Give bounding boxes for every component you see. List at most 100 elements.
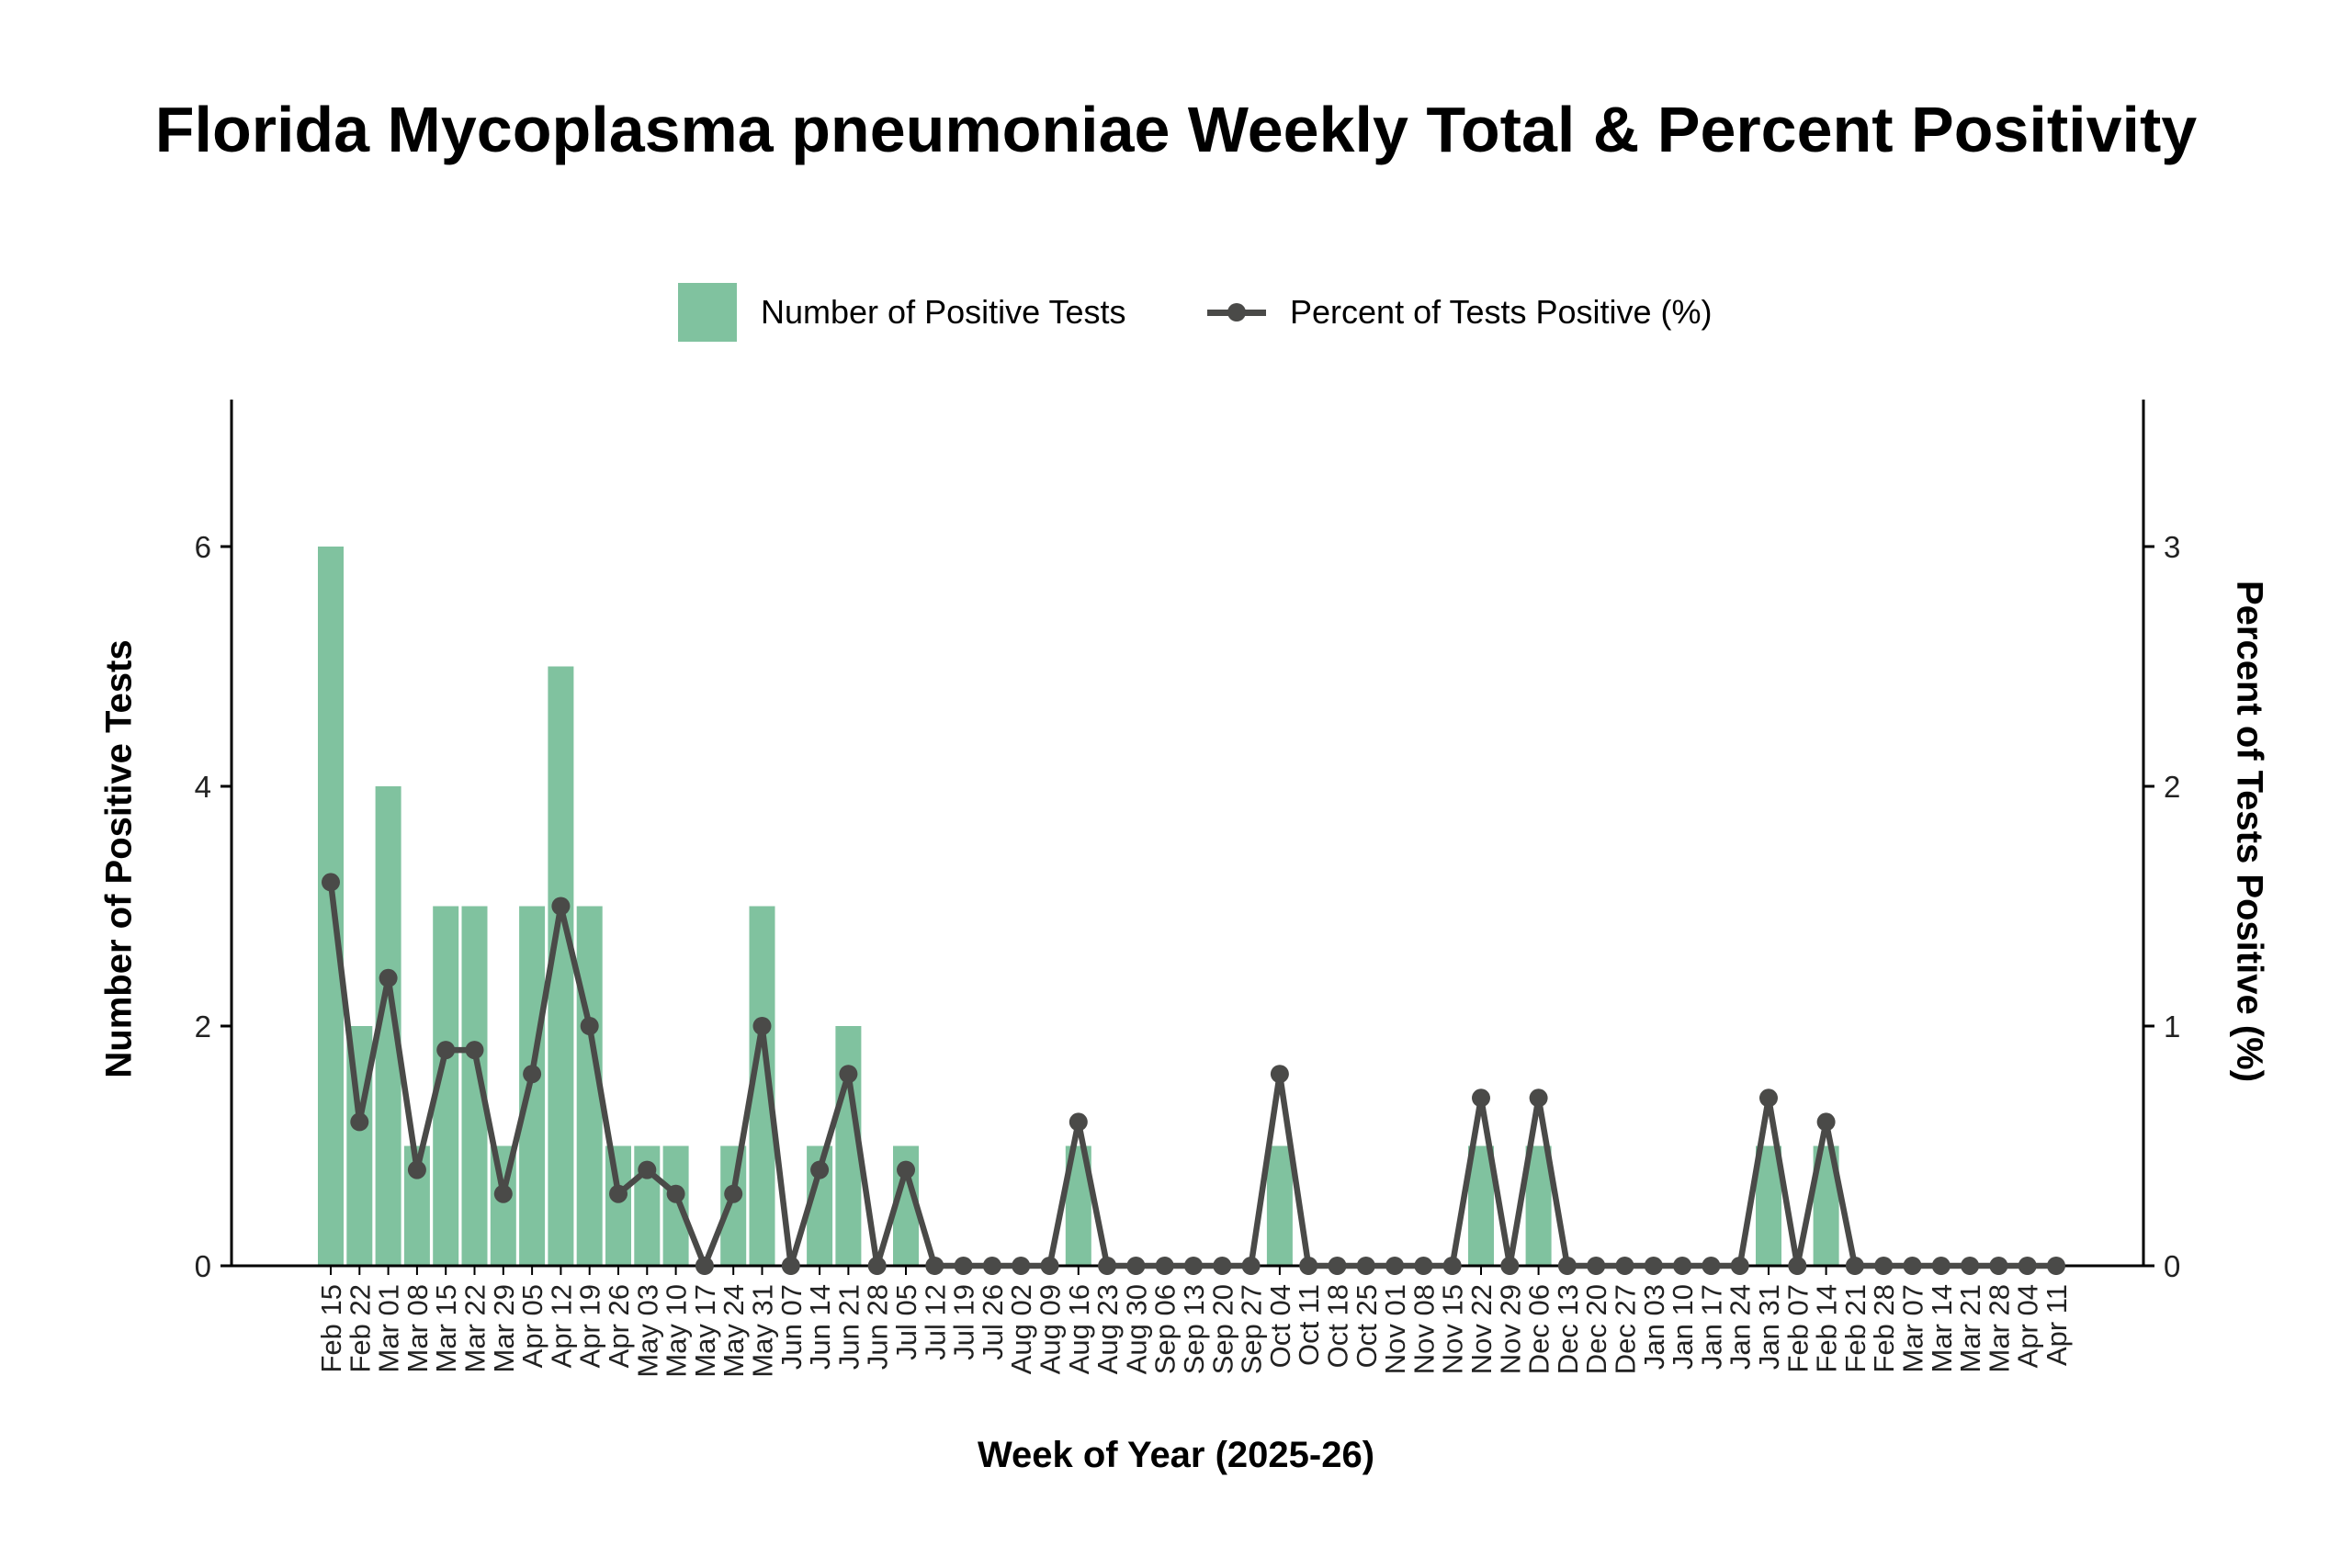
x-tick-label: May 10 (661, 1284, 693, 1378)
percent-point (897, 1160, 915, 1179)
x-tick-label: Apr 26 (603, 1284, 635, 1368)
percent-point (436, 1041, 456, 1060)
percent-point (1644, 1257, 1663, 1275)
percent-point (407, 1160, 426, 1179)
percent-point (1673, 1257, 1692, 1275)
percent-point (350, 1112, 369, 1132)
x-tick-label: Mar 01 (373, 1284, 405, 1372)
percent-point (322, 873, 340, 892)
percent-point (493, 1184, 513, 1203)
x-tick-label: Feb 28 (1868, 1284, 1900, 1373)
percent-point (1788, 1257, 1807, 1275)
x-tick-label: Mar 28 (1983, 1284, 2015, 1372)
x-tick-label: Apr 05 (516, 1284, 548, 1368)
x-tick-label: Feb 07 (1781, 1284, 1814, 1373)
x-tick-label: Jun 21 (832, 1284, 865, 1370)
percent-point (2018, 1257, 2037, 1275)
bar (720, 1145, 747, 1266)
x-tick-label: Feb 22 (344, 1284, 376, 1373)
percent-point (925, 1257, 944, 1275)
x-axis-title: Week of Year (2025-26) (977, 1435, 1375, 1475)
percent-point (638, 1160, 657, 1179)
x-tick-label: Aug 16 (1063, 1284, 1095, 1374)
percent-point (1414, 1257, 1433, 1275)
x-tick-label: Jul 19 (948, 1284, 980, 1360)
x-tick-label: Jan 10 (1667, 1284, 1699, 1370)
y2-tick-label: 2 (2164, 770, 2180, 804)
percent-point (1557, 1257, 1577, 1275)
bar (662, 1145, 689, 1266)
percent-point (1012, 1257, 1031, 1275)
x-tick-label: Dec 20 (1580, 1284, 1612, 1374)
percent-point (1098, 1257, 1117, 1275)
bar (1266, 1145, 1293, 1266)
percent-point (666, 1184, 685, 1203)
x-tick-label: May 17 (689, 1284, 721, 1378)
x-tick-label: Oct 11 (1293, 1284, 1325, 1366)
legend: Number of Positive Tests Percent of Test… (0, 276, 2352, 349)
bar (1468, 1145, 1494, 1266)
x-tick-label: Apr 19 (574, 1284, 606, 1368)
x-tick-label: Nov 22 (1465, 1284, 1498, 1374)
percent-point (1903, 1257, 1922, 1275)
percent-point (1155, 1257, 1174, 1275)
x-tick-label: May 31 (747, 1284, 779, 1378)
percent-point (1702, 1257, 1721, 1275)
percent-point (1472, 1089, 1490, 1108)
percent-point (2047, 1257, 2065, 1275)
x-tick-label: Mar 14 (1926, 1284, 1958, 1372)
percent-point (1126, 1257, 1146, 1275)
percent-point (1299, 1257, 1318, 1275)
x-tick-label: Feb 21 (1839, 1284, 1871, 1373)
x-tick-label: Nov 29 (1494, 1284, 1526, 1374)
y-tick-label: 0 (195, 1249, 211, 1283)
percent-point (1270, 1065, 1289, 1084)
y-axis-title: Number of Positive Tests (98, 639, 140, 1078)
percent-point (1961, 1257, 1980, 1275)
x-tick-label: Apr 12 (545, 1284, 577, 1368)
x-tick-label: Nov 08 (1408, 1284, 1440, 1374)
x-tick-label: Oct 04 (1264, 1284, 1296, 1368)
percent-point (810, 1160, 830, 1179)
percent-point (1989, 1257, 2008, 1275)
x-tick-label: Aug 30 (1120, 1284, 1152, 1374)
legend-line-label: Percent of Tests Positive (%) (1290, 293, 1713, 331)
percent-point (1730, 1257, 1749, 1275)
percent-point (1184, 1257, 1203, 1275)
percent-point (1500, 1257, 1520, 1275)
y2-tick-label: 3 (2164, 530, 2180, 564)
legend-bar-label: Number of Positive Tests (761, 293, 1126, 331)
percent-point (1040, 1257, 1059, 1275)
x-tick-label: Jan 17 (1695, 1284, 1727, 1370)
x-tick-label: Dec 06 (1523, 1284, 1555, 1374)
bar (605, 1145, 631, 1266)
x-tick-label: Sep 20 (1206, 1284, 1238, 1374)
legend-item-line: Percent of Tests Positive (%) (1207, 276, 1713, 349)
x-tick-label: Sep 27 (1236, 1284, 1268, 1374)
x-tick-label: May 03 (631, 1284, 663, 1378)
x-tick-label: Jan 31 (1753, 1284, 1785, 1370)
legend-line-swatch (1207, 283, 1266, 342)
percent-point (1213, 1257, 1232, 1275)
x-tick-label: Oct 18 (1322, 1284, 1354, 1368)
x-tick-label: Nov 15 (1437, 1284, 1469, 1374)
x-tick-label: Sep 06 (1149, 1284, 1182, 1374)
y-tick-label: 4 (195, 770, 211, 804)
x-tick-label: Jun 14 (804, 1284, 836, 1370)
chart-title: Florida Mycoplasma pneumoniae Weekly Tot… (154, 94, 2198, 165)
percent-point (867, 1257, 887, 1275)
bar (1525, 1145, 1552, 1266)
percent-point (1442, 1257, 1462, 1275)
x-tick-label: Mar 22 (459, 1284, 492, 1372)
x-tick-label: Aug 23 (1091, 1284, 1124, 1374)
percent-point (1356, 1257, 1375, 1275)
x-tick-label: May 24 (718, 1284, 750, 1378)
percent-point (724, 1184, 743, 1203)
y2-axis-title: Percent of Tests Positive (%) (2229, 580, 2270, 1083)
percent-point (1069, 1112, 1088, 1132)
percent-point (781, 1257, 800, 1275)
percent-point (465, 1041, 484, 1060)
x-tick-label: Sep 13 (1178, 1284, 1210, 1374)
bar (1756, 1145, 1781, 1266)
